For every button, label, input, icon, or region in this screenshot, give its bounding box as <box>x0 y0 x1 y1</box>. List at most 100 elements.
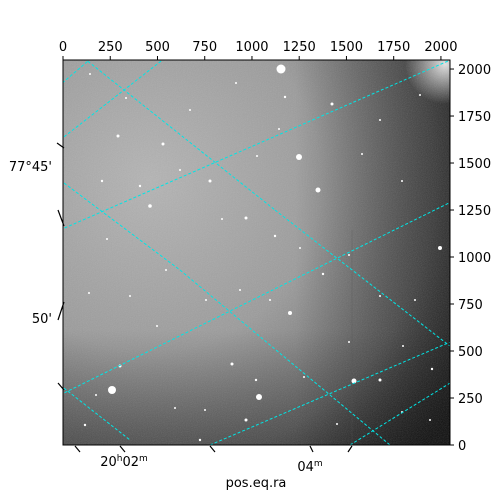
star <box>125 97 127 99</box>
grid-line <box>63 201 450 395</box>
star <box>189 109 191 111</box>
ra-tick-mark <box>74 445 81 453</box>
dec-tick-mark <box>56 142 65 149</box>
ra-unit-superscript: m <box>314 459 323 469</box>
right-tick-label: 0 <box>458 439 466 454</box>
star <box>303 376 305 378</box>
star <box>256 394 262 400</box>
grid-line <box>63 60 450 230</box>
star <box>108 386 116 394</box>
star <box>100 179 104 183</box>
star <box>239 289 241 291</box>
right-tick-label: 500 <box>458 345 483 360</box>
ra-tick-mark <box>309 445 314 453</box>
star <box>361 153 363 155</box>
star <box>165 269 167 271</box>
star <box>351 378 357 384</box>
star <box>321 272 325 276</box>
ra-value: 02 <box>122 455 139 470</box>
pixel-y-axis: 0 250 500 750 1000 1250 1500 1750 2000 <box>450 63 491 454</box>
right-tick-label: 1750 <box>458 110 491 125</box>
grid-line <box>63 181 181 271</box>
grid-line <box>63 60 164 139</box>
top-tick-label: 1250 <box>283 40 316 55</box>
star <box>244 418 248 422</box>
star <box>174 407 176 409</box>
star <box>296 154 302 160</box>
star <box>208 179 212 183</box>
star <box>273 234 277 238</box>
star <box>269 299 271 301</box>
star <box>278 128 280 130</box>
star <box>205 299 207 301</box>
star <box>129 295 131 297</box>
right-tick-label: 750 <box>458 298 483 313</box>
star <box>288 311 292 315</box>
star <box>438 246 442 250</box>
right-tick-label: 1500 <box>458 157 491 172</box>
star <box>256 155 258 157</box>
top-tick-label: 1500 <box>330 40 363 55</box>
star <box>230 362 234 366</box>
right-tick-label: 2000 <box>458 63 491 78</box>
star <box>148 204 152 208</box>
star <box>419 94 421 96</box>
dec-tick-label: 50' <box>32 312 52 327</box>
star <box>116 134 120 138</box>
star <box>401 180 403 182</box>
top-tick-label: 1000 <box>235 40 268 55</box>
star <box>336 423 338 425</box>
ra-tick-mark <box>209 445 216 453</box>
star <box>221 218 223 220</box>
x-axis-title: pos.eq.ra <box>226 476 287 491</box>
dec-tick-label: 77°45' <box>9 160 52 175</box>
star <box>161 142 165 146</box>
star <box>299 247 301 249</box>
plot-frame <box>62 59 451 446</box>
ra-unit-superscript: h <box>117 454 123 464</box>
star <box>179 169 181 171</box>
star <box>402 345 404 347</box>
star <box>315 187 321 193</box>
star <box>83 423 87 427</box>
star <box>254 378 258 382</box>
grid-line <box>274 209 450 347</box>
star <box>379 119 381 121</box>
top-tick-label: 750 <box>192 40 217 55</box>
star <box>244 216 248 220</box>
star <box>106 238 108 240</box>
star <box>88 292 90 294</box>
ra-value: 04 <box>297 460 314 475</box>
ra-value: 20 <box>100 455 117 470</box>
top-tick-label: 500 <box>145 40 170 55</box>
declination-axis: 77°45' 50' <box>9 142 65 391</box>
grid-line <box>349 382 450 445</box>
grid-line <box>85 60 276 211</box>
grid-line <box>179 269 391 445</box>
star <box>276 64 286 74</box>
grid-line <box>209 341 450 445</box>
pixel-x-axis: 0 250 500 750 1000 1250 1500 1750 2000 <box>59 40 457 60</box>
star <box>348 254 350 256</box>
star <box>235 82 237 84</box>
ra-tick-mark <box>119 445 126 453</box>
sky-image <box>63 60 450 445</box>
top-tick-label: 2000 <box>424 40 457 55</box>
star <box>138 184 142 188</box>
star <box>429 419 431 421</box>
dec-tick-mark <box>57 209 65 227</box>
star <box>89 73 91 75</box>
stars <box>83 64 442 442</box>
star <box>348 341 350 343</box>
top-tick-label: 0 <box>59 40 67 55</box>
dec-tick-mark <box>57 382 65 391</box>
star <box>378 378 382 382</box>
ra-tick-label: 04m <box>297 459 322 475</box>
dec-tick-mark <box>57 301 65 321</box>
star <box>198 438 202 442</box>
right-tick-label: 250 <box>458 392 483 407</box>
ra-unit-superscript: m <box>139 454 148 464</box>
ra-tick-label: 20h02m <box>100 454 148 470</box>
right-tick-label: 1250 <box>458 204 491 219</box>
